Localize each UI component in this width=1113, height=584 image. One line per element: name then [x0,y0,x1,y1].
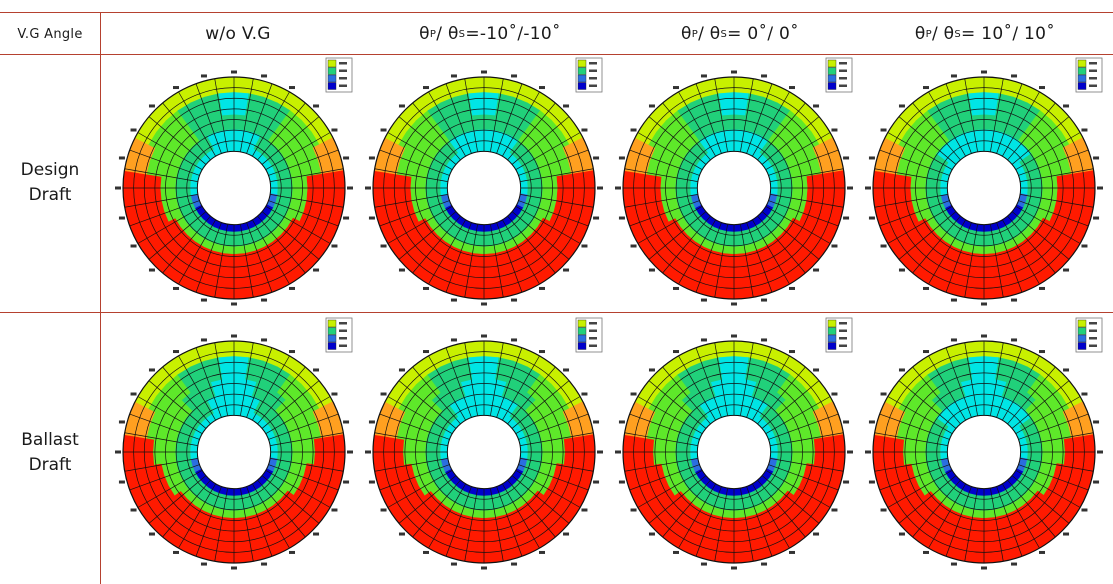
row-label-line2: Draft [28,185,72,205]
wake-plot-design-minus10 [362,56,612,312]
column-header-wo-vg: w/o V.G [118,18,358,50]
wake-contour-disk [365,317,603,570]
angle-values: = 0˚/ 0˚ [727,24,799,44]
row-divider-rule [0,312,1113,313]
header-corner-label: V.G Angle [17,26,83,42]
label-column-rule [100,12,101,584]
subscript-p: P [925,28,932,40]
angle-values: =-10˚/-10˚ [465,24,561,44]
wake-plot-ballast-wo-vg [112,316,362,580]
theta-separator: / θ [436,24,459,44]
subscript-s: S [458,28,466,40]
theta-symbol: θ [681,24,692,44]
theta-symbol: θ [419,24,430,44]
wake-contour-disk [615,317,853,570]
wake-contour-disk [365,57,603,306]
wake-plot-ballast-minus10 [362,316,612,580]
wake-plot-ballast-zero [612,316,862,580]
table-top-rule [0,12,1113,13]
subscript-s: S [720,28,728,40]
wake-contour-disk [865,317,1103,570]
angle-values: = 10˚/ 10˚ [961,24,1056,44]
row-label-design-draft: Design Draft [0,158,100,208]
theta-separator: / θ [698,24,721,44]
wake-contour-disk [115,317,353,570]
wake-contour-disk [615,57,853,306]
wake-plot-design-wo-vg [112,56,362,312]
subscript-s: S [954,28,962,40]
subscript-p: P [691,28,699,40]
row-label-line1: Ballast [21,430,79,450]
subscript-p: P [429,28,437,40]
wake-plot-design-plus10 [862,56,1112,312]
row-label-line1: Design [20,160,80,180]
row-label-line2: Draft [28,455,72,475]
column-header-text: w/o V.G [205,24,271,44]
wake-plot-ballast-plus10 [862,316,1112,580]
theta-separator: / θ [931,24,955,44]
wake-contour-disk [865,57,1103,306]
wake-plot-design-zero [612,56,862,312]
row-label-ballast-draft: Ballast Draft [0,428,100,478]
wake-contour-disk [115,57,353,306]
header-bottom-rule [0,54,1113,55]
theta-symbol: θ [914,24,926,44]
